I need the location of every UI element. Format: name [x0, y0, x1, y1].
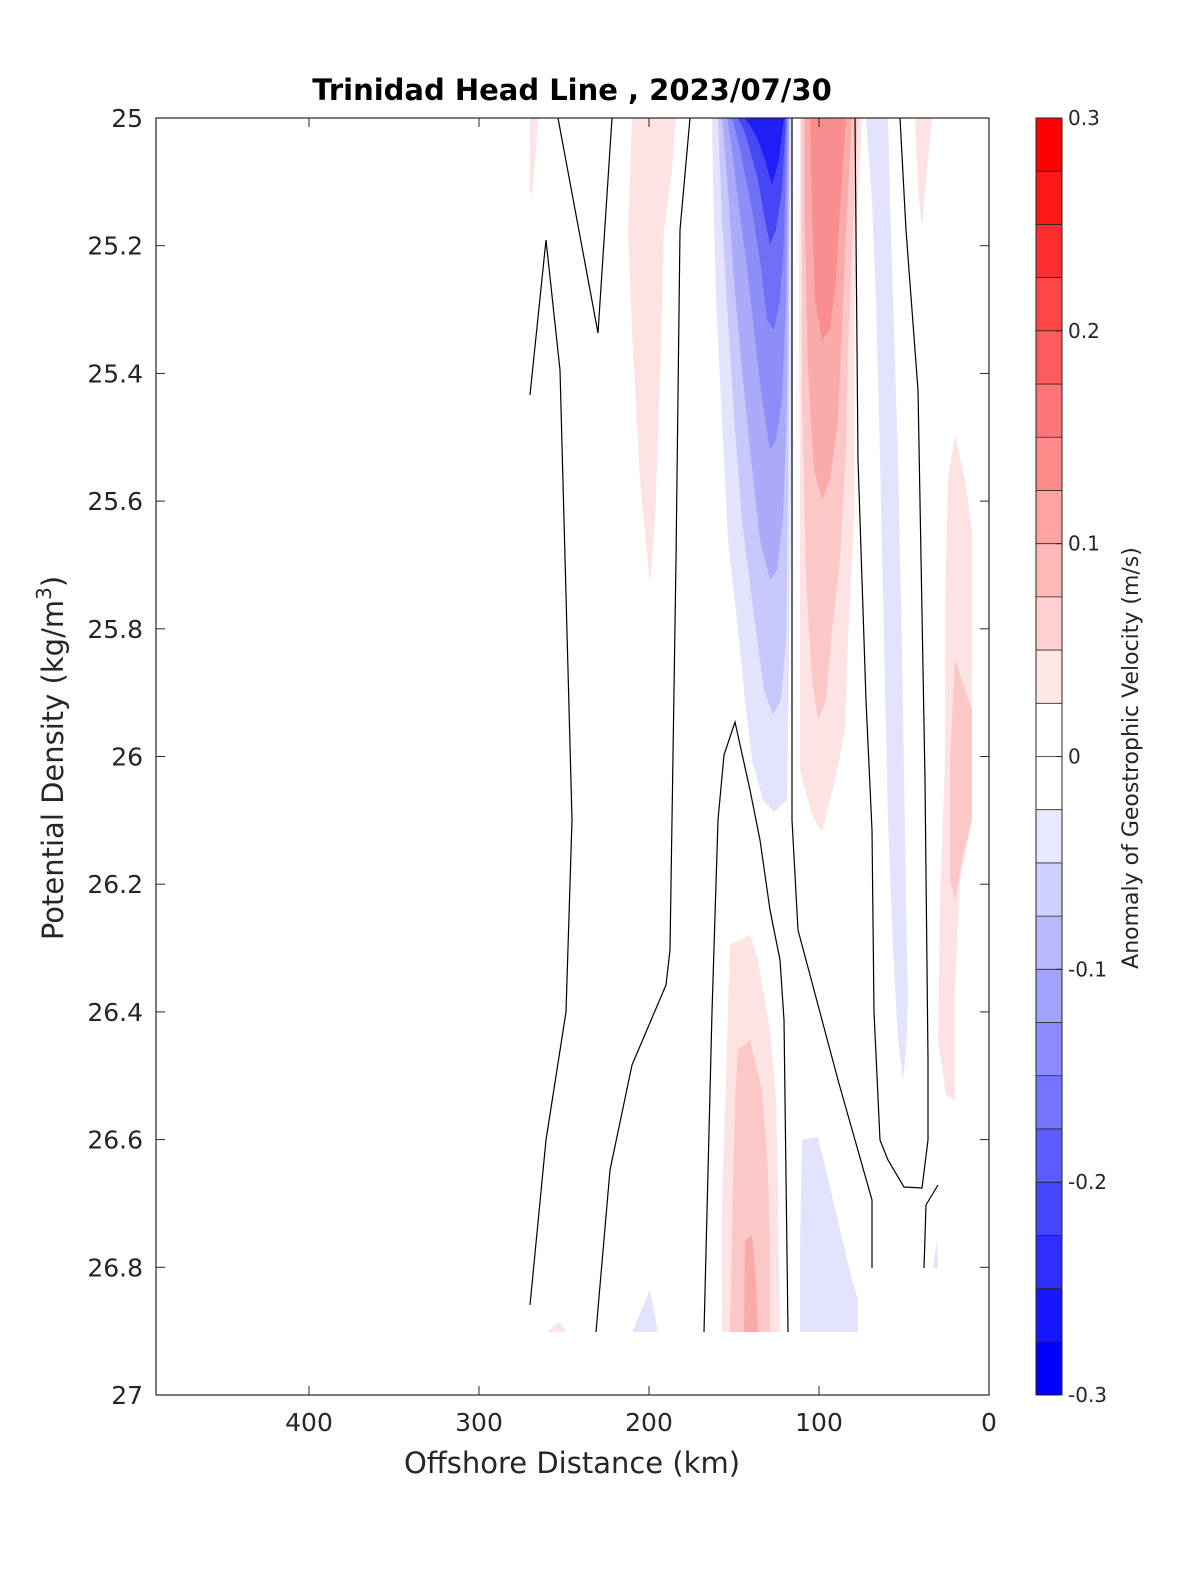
- contour-line: [557, 117, 613, 334]
- y-tick-label: 26: [111, 743, 143, 772]
- colorbar-tick-label: 0.2: [1068, 319, 1100, 343]
- pink-region-270: [530, 118, 538, 195]
- colorbar-swatch: [1036, 916, 1062, 970]
- colorbar-swatch: [1036, 703, 1062, 757]
- blue-region-right: [866, 118, 908, 1080]
- chart-title: Trinidad Head Line , 2023/07/30: [312, 73, 832, 107]
- y-tick-label: 25.4: [87, 359, 143, 388]
- colorbar-swatches: [1036, 118, 1062, 1396]
- colorbar-swatch: [1036, 543, 1062, 598]
- colorbar-swatch: [1036, 1022, 1062, 1077]
- x-axis-label: Offshore Distance (km): [404, 1446, 740, 1480]
- y-tick-label: 26.4: [87, 998, 143, 1027]
- contour-line: [703, 719, 789, 1333]
- colorbar-swatch: [1036, 118, 1062, 172]
- blue-region-lower-left: [632, 1290, 658, 1332]
- colorbar-swatch: [1036, 1182, 1062, 1236]
- colorbar-tick-label: 0: [1068, 745, 1081, 769]
- plot-background: [156, 118, 989, 1395]
- pink-region-right-core: [950, 660, 972, 900]
- colorbar-swatch: [1036, 437, 1062, 491]
- red-region-core: [810, 118, 846, 340]
- y-tick-label: 25.6: [87, 487, 143, 516]
- x-tick-label: 400: [285, 1408, 333, 1437]
- colorbar-label: Anomaly of Geostrophic Velocity (m/s): [1119, 547, 1144, 969]
- colorbar-swatch: [1036, 862, 1062, 917]
- y-tick-label: 26.8: [87, 1253, 143, 1282]
- contour-line: [529, 239, 573, 1306]
- contour-lines: [529, 117, 939, 1333]
- pink-region-200: [628, 118, 676, 585]
- colorbar-swatch: [1036, 171, 1062, 225]
- plot-area: 400 300 200 100 0 25 25.2 25.4 25.6 25.8 26 26.2 26…: [87, 104, 997, 1437]
- colorbar-swatch: [1036, 650, 1062, 704]
- colorbar-swatch: [1036, 1288, 1062, 1343]
- colorbar-swatch: [1036, 756, 1062, 811]
- colorbar-swatch: [1036, 330, 1062, 385]
- colorbar-swatch: [1036, 1128, 1062, 1183]
- pink-region-20: [915, 118, 932, 225]
- colorbar-swatch: [1036, 1075, 1062, 1130]
- colorbar-tick-label: -0.2: [1068, 1170, 1107, 1194]
- colorbar-swatch: [1036, 224, 1062, 279]
- x-tick-label: 300: [455, 1408, 503, 1437]
- blue-region-lower-right: [933, 1240, 938, 1268]
- colorbar-tick-label: -0.3: [1068, 1383, 1107, 1407]
- x-tick-label: 0: [981, 1408, 997, 1437]
- y-tick-label: 27: [111, 1381, 143, 1410]
- blue-region-lower: [800, 1137, 858, 1332]
- y-tick-label: 25.8: [87, 615, 143, 644]
- y-tick-label: 25.2: [87, 232, 143, 261]
- y-tick-label: 26.6: [87, 1126, 143, 1155]
- colorbar-swatch: [1036, 384, 1062, 438]
- colorbar-tick-label: 0.3: [1068, 106, 1100, 130]
- x-tick-label: 100: [795, 1408, 843, 1437]
- y-axis-label-main: Potential Density (kg/m: [36, 600, 70, 940]
- colorbar-swatch: [1036, 1235, 1062, 1289]
- pink-region-lower-mid: [730, 1040, 770, 1332]
- contour-line: [923, 1184, 939, 1269]
- colorbar-swatch: [1036, 277, 1062, 332]
- anomaly-fills: [530, 118, 972, 1332]
- colorbar-swatch: [1036, 1341, 1062, 1396]
- y-axis-label-end: ): [36, 576, 70, 587]
- colorbar-swatch: [1036, 969, 1062, 1023]
- colorbar-tick-label: 0.1: [1068, 532, 1100, 556]
- x-tick-label: 200: [625, 1408, 673, 1437]
- colorbar: 0.3 0.2 0.1 0 -0.1 -0.2 -0.3 Anomaly of Geostr…: [1035, 106, 1144, 1407]
- colorbar-tick-label: -0.1: [1068, 957, 1107, 981]
- y-tick-labels: 25 25.2 25.4 25.6 25.8 26 26.2 26.4 26.6 26.8 27: [87, 104, 143, 1410]
- contour-line: [595, 117, 691, 1333]
- pink-region-lower-core: [744, 1235, 758, 1332]
- x-tick-labels: 400 300 200 100 0: [285, 1408, 997, 1437]
- y-tick-label: 25: [111, 104, 143, 133]
- contour-line: [791, 118, 873, 1268]
- y-axis-label: Potential Density (kg/m3): [32, 576, 70, 940]
- blue-region-core: [744, 118, 784, 185]
- contour-line: [854, 117, 929, 1189]
- colorbar-swatch: [1036, 490, 1062, 545]
- y-axis-label-superscript: 3: [32, 587, 56, 600]
- axis-ticks: [156, 117, 990, 1396]
- colorbar-swatch: [1036, 809, 1062, 864]
- y-tick-label: 26.2: [87, 870, 143, 899]
- pink-region-lower-left: [546, 1322, 566, 1332]
- colorbar-swatch: [1036, 596, 1062, 651]
- colorbar-ticks: 0.3 0.2 0.1 0 -0.1 -0.2 -0.3: [1056, 106, 1107, 1407]
